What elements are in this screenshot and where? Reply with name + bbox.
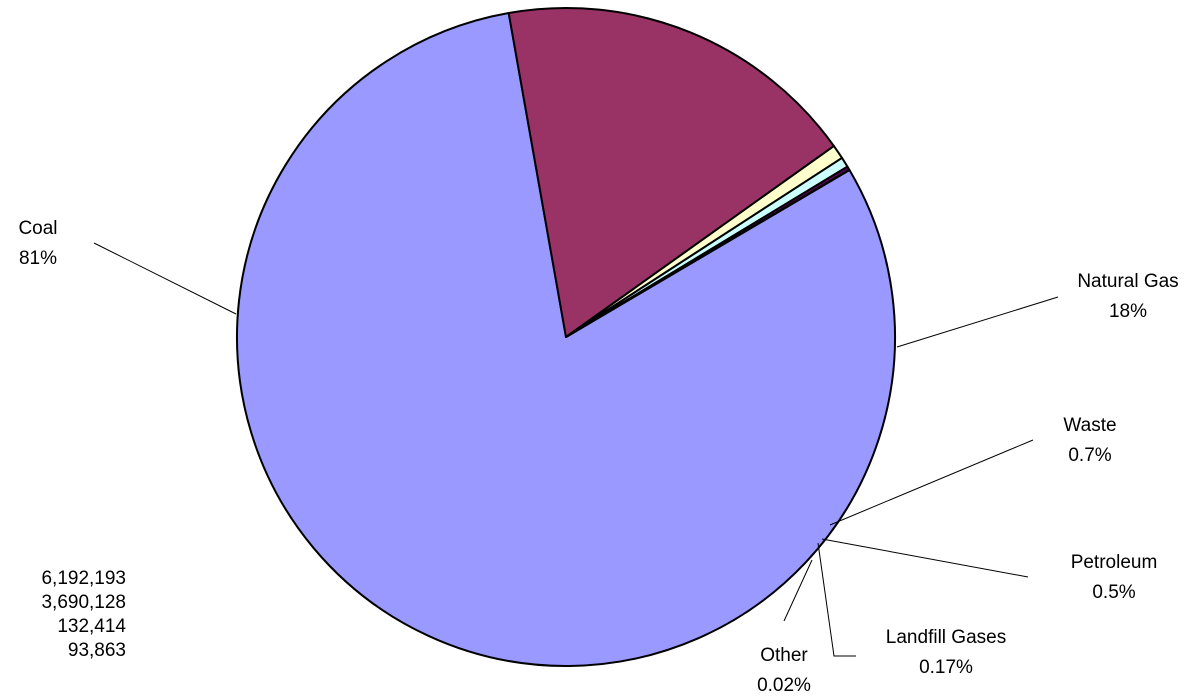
slice-label-name: Other xyxy=(760,645,808,666)
slice-label-petroleum: Petroleum 0.5% xyxy=(1071,552,1158,603)
side-values: 6,192,193 3,690,128 132,414 93,863 xyxy=(0,567,126,663)
pie-slice-other xyxy=(565,168,851,338)
side-value: 3,690,128 xyxy=(41,592,126,613)
leader-line-waste xyxy=(829,439,1034,526)
slice-label-name: Waste xyxy=(1063,415,1116,436)
side-value: 6,192,193 xyxy=(41,568,126,589)
leader-line-other xyxy=(783,559,813,622)
slice-label-other: Other 0.02% xyxy=(757,645,811,696)
pie-slice-natural-gas xyxy=(507,7,835,338)
slice-label-percent: 0.02% xyxy=(757,675,811,696)
leader-line-landfill-gases xyxy=(817,542,856,657)
slice-label-coal: Coal 81% xyxy=(18,218,57,269)
slice-label-natural-gas: Natural Gas 18% xyxy=(1077,271,1178,322)
slice-label-waste: Waste 0.7% xyxy=(1063,415,1116,466)
slice-label-percent: 0.7% xyxy=(1068,445,1111,466)
leader-line-coal xyxy=(93,242,237,315)
slice-label-name: Coal xyxy=(18,218,57,239)
slice-label-percent: 0.5% xyxy=(1092,582,1135,603)
slice-label-percent: 0.17% xyxy=(919,657,973,678)
pie-slices xyxy=(236,7,896,667)
leader-line-petroleum xyxy=(821,538,1029,578)
slice-label-percent: 81% xyxy=(19,248,57,269)
slice-label-landfill-gases: Landfill Gases 0.17% xyxy=(886,627,1006,678)
slice-label-name: Natural Gas xyxy=(1077,271,1178,292)
slice-label-percent: 18% xyxy=(1109,301,1147,322)
slice-label-name: Landfill Gases xyxy=(886,627,1006,648)
slice-labels: Coal 81% Natural Gas 18% Waste 0.7% Petroleum 0… xyxy=(18,218,1178,696)
leader-lines xyxy=(93,242,1059,657)
side-value: 93,863 xyxy=(67,640,126,661)
pie-slice-coal xyxy=(236,12,896,667)
slice-label-name: Petroleum xyxy=(1071,552,1158,573)
leader-line-natural-gas xyxy=(896,296,1059,348)
side-value: 132,414 xyxy=(57,616,126,637)
